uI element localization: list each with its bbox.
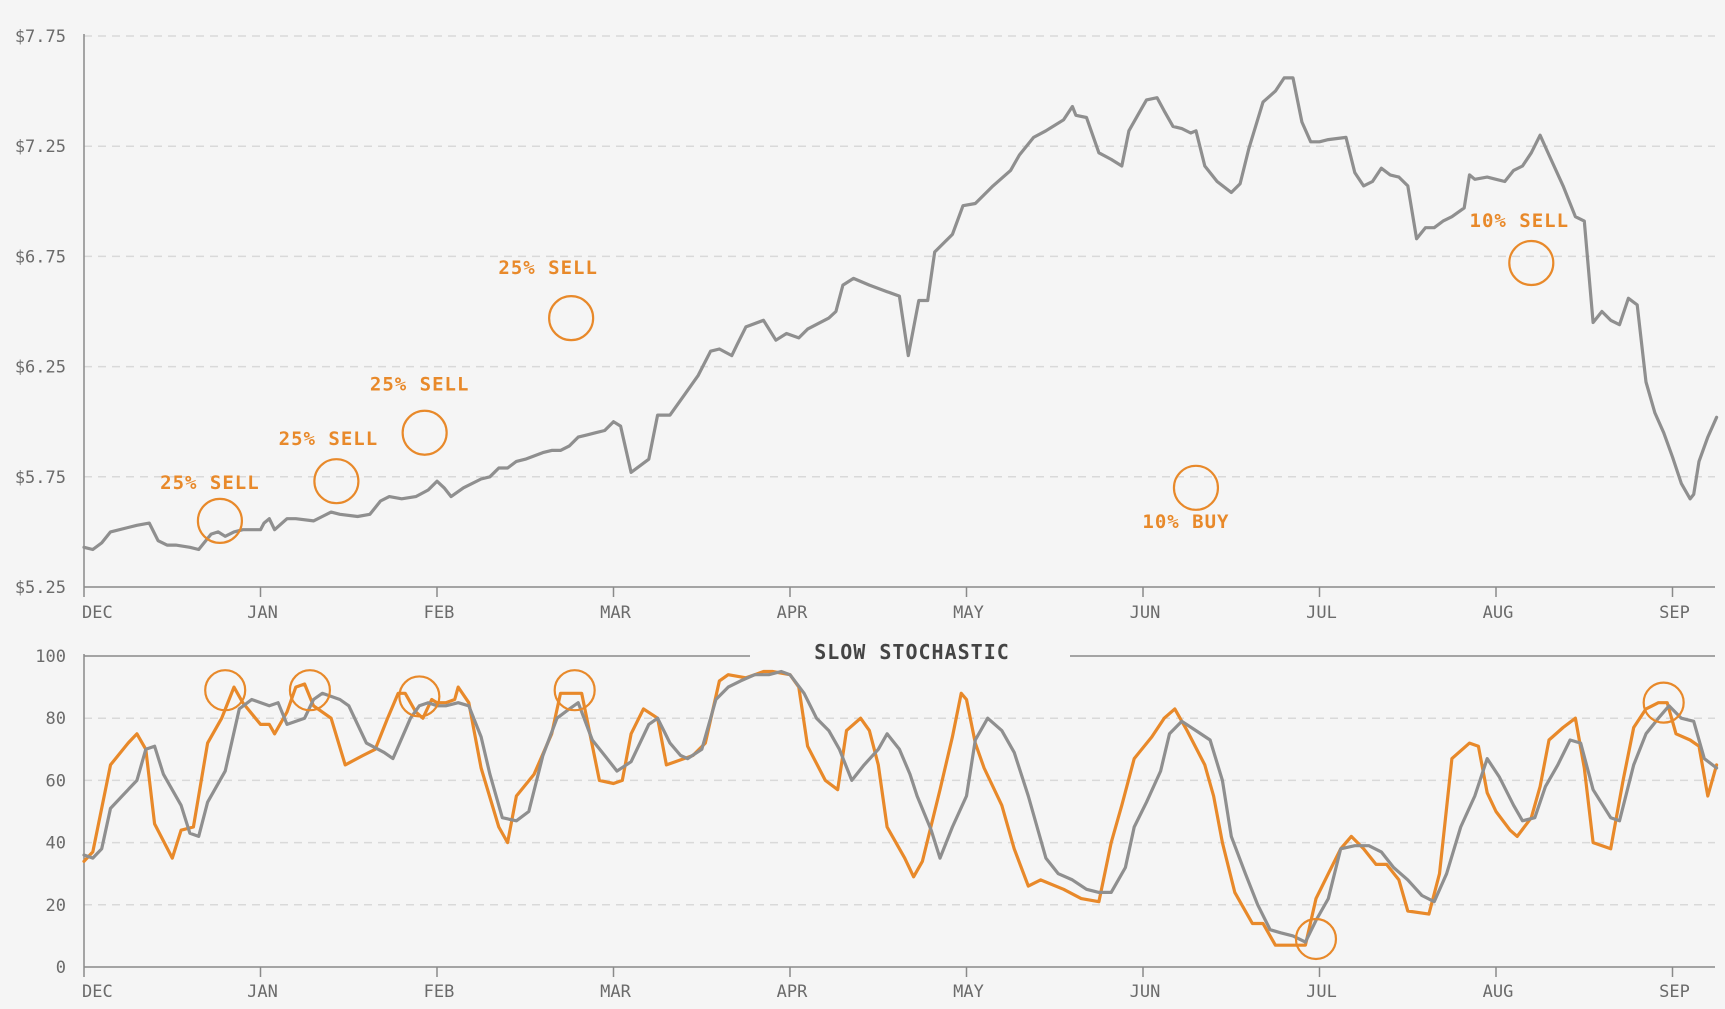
series-line [82, 669, 1719, 947]
annotation-label: 25% SELL [498, 257, 598, 279]
y-tick-label: $6.25 [15, 358, 66, 378]
x-tick-label: DEC [82, 603, 113, 623]
x-tick-label: APR [777, 982, 808, 1002]
x-tick-label: APR [777, 603, 808, 623]
annotation-label: 10% SELL [1470, 210, 1570, 232]
x-tick-label: JUN [1130, 982, 1161, 1002]
x-tick-label: AUG [1483, 603, 1514, 623]
x-tick-label: MAY [953, 982, 984, 1002]
annotation-circle [401, 409, 448, 456]
annotation-label: 25% SELL [370, 374, 470, 396]
x-tick-label: SEP [1659, 982, 1690, 1002]
stochastic-panel: 0 20 40 60 80 100 SLOW STOCHASTIC DEC JAN FEB MAR A… [35, 640, 1719, 1002]
chart-title: SLOW STOCHASTIC [814, 640, 1010, 664]
y-tick-label: $6.75 [15, 247, 66, 267]
annotation-circle [548, 295, 595, 342]
y-tick-label: 100 [35, 647, 66, 667]
annotation-circle [196, 497, 244, 544]
annotation-label: 25% SELL [279, 428, 379, 450]
x-tick-label: MAR [600, 982, 631, 1002]
x-tick-label: MAR [600, 603, 631, 623]
y-tick-label: $5.75 [15, 468, 66, 488]
annotation-label: 10% BUY [1142, 511, 1229, 533]
y-tick-label: 0 [56, 958, 66, 978]
annotation-circle [313, 458, 360, 505]
y-tick-label: $7.75 [15, 27, 66, 47]
y-tick-label: 80 [46, 709, 66, 729]
x-tick-label: AUG [1483, 982, 1514, 1002]
x-tick-label: JUN [1130, 603, 1161, 623]
x-tick-label: FEB [424, 982, 455, 1002]
annotation-circle [1172, 464, 1220, 511]
price-panel: $5.25 $5.75 $6.25 $6.75 $7.25 $7.75 DEC JAN FEB M… [15, 27, 1719, 623]
y-tick-label: 20 [46, 896, 66, 916]
annotation-circle [398, 675, 441, 718]
x-tick-label: MAY [953, 603, 984, 623]
annotation-circle [1294, 917, 1338, 961]
x-tick-label: JUL [1306, 982, 1337, 1002]
series-line [82, 669, 1719, 944]
annotation-circle [1642, 681, 1685, 724]
x-tick-label: DEC [82, 982, 113, 1002]
y-tick-label: 40 [46, 834, 66, 854]
y-tick-label: $7.25 [15, 137, 66, 157]
x-tick-label: JUL [1306, 603, 1337, 623]
y-tick-label: $5.25 [15, 578, 66, 598]
y-tick-label: 60 [46, 771, 66, 791]
annotation-label: 25% SELL [160, 472, 260, 494]
x-tick-label: FEB [424, 603, 455, 623]
annotation-circle [553, 669, 596, 712]
annotation-circle [288, 669, 332, 712]
annotation-circle [1508, 239, 1555, 287]
x-tick-label: JAN [247, 603, 278, 623]
series-line [82, 76, 1719, 552]
x-tick-label: JAN [247, 982, 278, 1002]
x-tick-label: SEP [1659, 603, 1690, 623]
annotation-circle [204, 669, 247, 712]
